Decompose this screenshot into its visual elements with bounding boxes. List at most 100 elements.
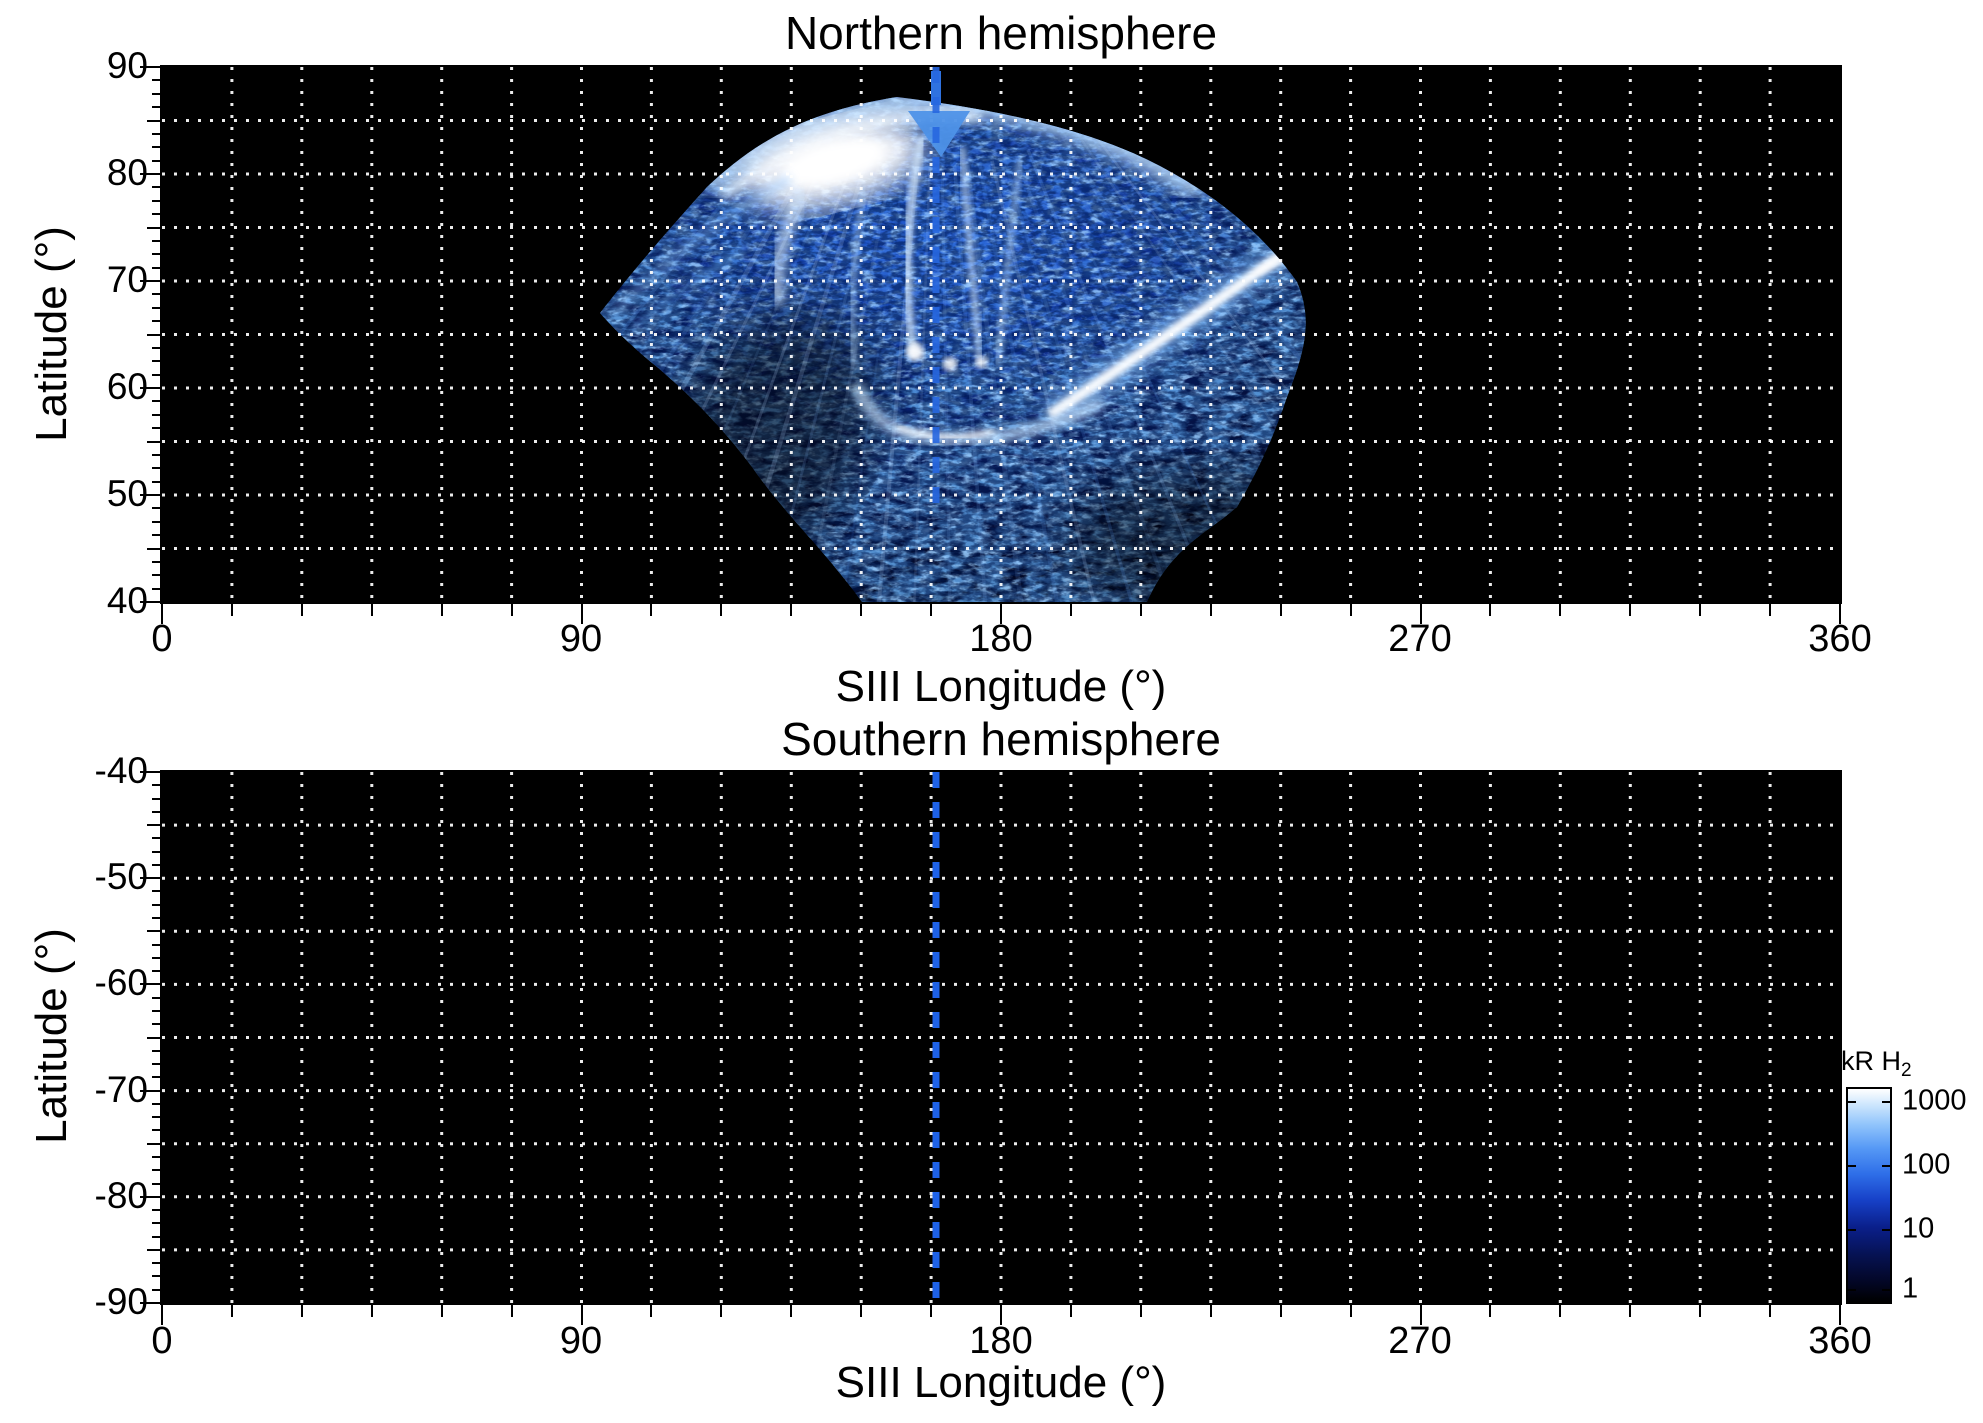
- y-axis-tick: [152, 837, 160, 839]
- south-plot-surface: [162, 772, 1840, 1303]
- x-axis-tick: [650, 1305, 652, 1317]
- y-axis-tick: [147, 334, 160, 336]
- x-axis-tick: [720, 1305, 722, 1317]
- south-title: Southern hemisphere: [781, 713, 1221, 765]
- y-axis-tick: [152, 1289, 160, 1291]
- x-axis-tick: [860, 1305, 862, 1317]
- x-axis-tick: [1629, 1305, 1631, 1317]
- y-axis-tick: [152, 360, 160, 362]
- north-xtick-360: 360: [1808, 618, 1872, 660]
- y-axis-tick: [140, 771, 160, 773]
- x-axis-tick: [1280, 604, 1282, 616]
- y-axis-tick: [152, 864, 160, 866]
- y-axis-tick: [140, 1196, 160, 1198]
- y-axis-tick: [140, 173, 160, 175]
- south-ytick--50: -50: [94, 856, 148, 898]
- north-ytick-90: 90: [106, 45, 148, 87]
- y-axis-tick: [152, 784, 160, 786]
- y-axis-tick: [152, 917, 160, 919]
- colorbar-tick: [1882, 1165, 1890, 1167]
- y-axis-tick: [152, 1076, 160, 1078]
- x-axis-tick: [441, 604, 443, 616]
- y-axis-tick: [140, 66, 160, 68]
- y-axis-tick: [140, 877, 160, 879]
- x-axis-tick: [581, 604, 583, 624]
- x-axis-tick: [650, 604, 652, 616]
- bright-knot: [943, 357, 957, 371]
- y-axis-tick: [140, 387, 160, 389]
- south-xtick-270: 270: [1388, 1320, 1452, 1362]
- south-gridlines: [162, 772, 1840, 1303]
- bright-arc-streak: [1046, 244, 1294, 420]
- y-axis-tick: [152, 427, 160, 429]
- y-axis-tick: [152, 1262, 160, 1264]
- y-axis-tick: [152, 1183, 160, 1185]
- x-axis-tick: [1559, 1305, 1561, 1317]
- y-axis-tick: [152, 1050, 160, 1052]
- north-ytick-50: 50: [106, 473, 148, 515]
- south-ylabel: Latitude (°): [27, 928, 76, 1144]
- x-axis-tick: [1000, 604, 1002, 624]
- x-axis-tick: [301, 604, 303, 616]
- y-axis-tick: [152, 307, 160, 309]
- y-axis-tick: [152, 1116, 160, 1118]
- y-axis-tick: [147, 1143, 160, 1145]
- y-axis-tick: [152, 253, 160, 255]
- colorbar-label-100: 100: [1902, 1148, 1951, 1181]
- colorbar-title: kR H2: [1841, 1046, 1912, 1081]
- south-xlabel: SIII Longitude (°): [835, 1358, 1167, 1407]
- y-axis-tick: [152, 1236, 160, 1238]
- x-axis-tick: [1350, 604, 1352, 616]
- x-axis-tick: [371, 1305, 373, 1317]
- south-ytick--90: -90: [94, 1281, 148, 1323]
- bright-knot: [976, 356, 988, 368]
- y-axis-tick: [140, 1090, 160, 1092]
- y-axis-tick: [152, 186, 160, 188]
- x-axis-tick: [1559, 604, 1561, 616]
- colorbar-tick: [1848, 1229, 1856, 1231]
- y-axis-tick: [152, 454, 160, 456]
- y-axis-tick: [152, 1010, 160, 1012]
- y-axis-tick: [147, 824, 160, 826]
- y-axis-tick: [152, 811, 160, 813]
- x-axis-tick: [930, 1305, 932, 1317]
- x-axis-tick: [1699, 1305, 1701, 1317]
- y-axis-tick: [152, 374, 160, 376]
- south-xtick-90: 90: [559, 1320, 603, 1362]
- y-axis-tick: [152, 133, 160, 135]
- y-axis-tick: [152, 521, 160, 523]
- north-xtick-0: 0: [151, 618, 173, 660]
- y-axis-tick: [152, 106, 160, 108]
- y-axis-tick: [152, 534, 160, 536]
- south-panel: [160, 770, 1842, 1305]
- x-axis-tick: [231, 1305, 233, 1317]
- y-axis-tick: [152, 160, 160, 162]
- colorbar-label-1000: 1000: [1902, 1084, 1967, 1117]
- north-xtick-270: 270: [1388, 618, 1452, 660]
- y-axis-tick: [152, 400, 160, 402]
- x-axis-tick: [930, 604, 932, 616]
- x-axis-tick: [1140, 604, 1142, 616]
- colorbar-label-10: 10: [1902, 1212, 1935, 1245]
- x-axis-tick: [511, 604, 513, 616]
- y-axis-tick: [152, 267, 160, 269]
- x-axis-tick: [161, 1305, 163, 1325]
- y-axis-tick: [152, 1169, 160, 1171]
- south-xtick-0: 0: [151, 1320, 173, 1362]
- colorbar-title-subscript: 2: [1901, 1060, 1912, 1081]
- y-axis-tick: [147, 1037, 160, 1039]
- x-axis-tick: [1420, 1305, 1422, 1325]
- bright-knot: [906, 343, 924, 361]
- x-axis-tick: [1350, 1305, 1352, 1317]
- y-axis-tick: [152, 1156, 160, 1158]
- x-axis-tick: [1769, 1305, 1771, 1317]
- x-axis-tick: [1699, 604, 1701, 616]
- y-axis-tick: [152, 146, 160, 148]
- x-axis-tick: [1839, 604, 1841, 624]
- y-axis-tick: [152, 347, 160, 349]
- y-axis-tick: [152, 1103, 160, 1105]
- y-axis-tick: [152, 1209, 160, 1211]
- y-axis-tick: [152, 1129, 160, 1131]
- x-axis-tick: [1000, 1305, 1002, 1325]
